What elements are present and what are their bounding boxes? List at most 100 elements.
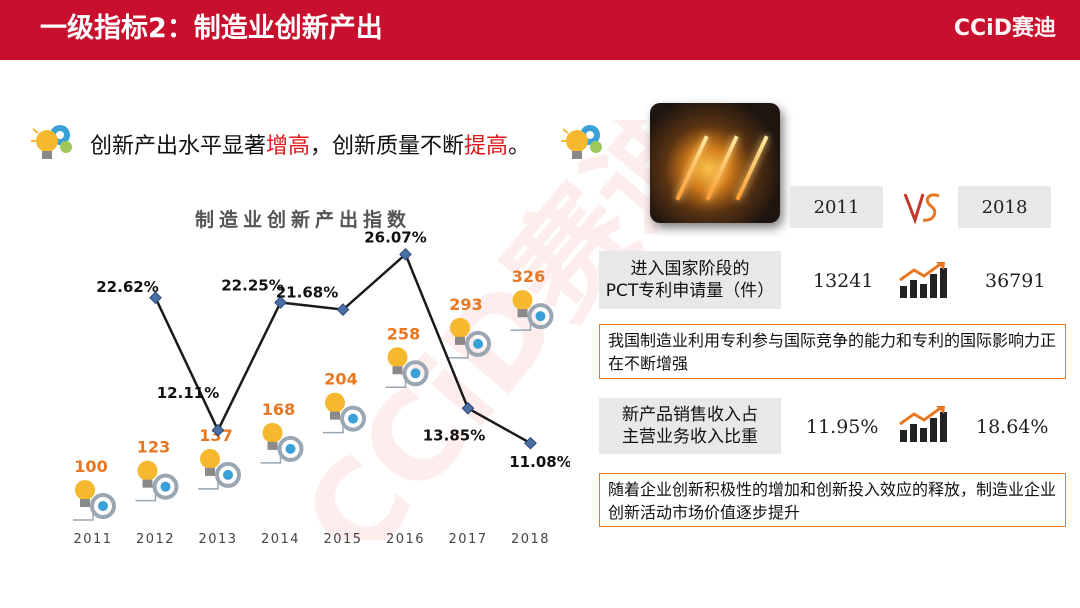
x-tick-label: 2014: [261, 532, 300, 547]
year-left-box: 2011: [790, 186, 883, 228]
factory-photo: [650, 103, 780, 223]
growth-rate-point: [461, 401, 475, 415]
gear-ring: [527, 303, 554, 330]
index-value-label: 204: [324, 370, 357, 389]
growth-rate-point: [399, 247, 412, 261]
chart-title: 制造业创新产出指数: [195, 209, 412, 231]
headline: 创新产出水平显著增高，创新质量不断提高。: [90, 132, 530, 162]
bulb-wire: [73, 510, 94, 521]
pct-value-2011: 13241: [813, 270, 874, 292]
index-value-label: 137: [199, 426, 232, 445]
x-tick-label: 2017: [448, 532, 487, 547]
bulb-glass: [137, 460, 158, 481]
line-chart: 2011 2012 2013 2014 2015 2016 2017 2018 100 123 13…: [73, 228, 570, 547]
vs-icon: [903, 193, 940, 225]
newproduct-label-line1: 新产品销售收入占: [622, 405, 758, 425]
index-bulb-icon: [448, 317, 491, 359]
index-bulb-icon: [73, 480, 116, 521]
growth-rate-label: 22.62%: [96, 278, 158, 296]
growth-rate-label: 13.85%: [423, 426, 485, 444]
growth-rate-label: 12.11%: [157, 384, 219, 402]
bulb-base: [330, 411, 340, 420]
bulb-glass: [450, 317, 470, 338]
trend-up-icon: [899, 261, 947, 298]
index-value-label: 100: [74, 457, 107, 476]
bulb-glass: [200, 448, 220, 469]
gear-hub: [473, 338, 483, 349]
bulb-base: [267, 441, 278, 450]
bulb-glass: [512, 290, 533, 311]
trend-up-icon: [899, 405, 947, 442]
headline-text-2: ，创新质量不断: [310, 134, 465, 159]
pct-label-box: 进入国家阶段的 PCT专利申请量（件）: [599, 251, 781, 309]
bulb-glass: [262, 422, 283, 443]
year-right-box: 2018: [958, 186, 1051, 228]
bulb-wire: [135, 490, 157, 502]
spark-beam: [675, 135, 709, 201]
bulb-glass: [387, 347, 408, 368]
gear-hub: [535, 311, 546, 322]
note-market-value: 随着企业创新积极性的增加和创新投入效应的释放，制造业企业创新活动市场价值逐步提升: [599, 473, 1066, 527]
bulb-wire: [385, 377, 407, 389]
note-patent: 我国制造业利用专利参与国际竞争的能力和专利的国际影响力正在不断增强: [599, 324, 1066, 379]
bulb-base: [455, 336, 465, 345]
newproduct-label-line2: 主营业务收入比重: [622, 427, 758, 447]
gear-ring: [340, 405, 366, 432]
headline-highlight-2: 提高: [464, 134, 509, 159]
header-bar: 一级指标2：制造业创新产出 CCiD赛迪: [0, 0, 1080, 60]
x-tick-label: 2016: [386, 532, 425, 547]
gear-ring: [215, 461, 241, 488]
headline-text-3: 。: [508, 134, 531, 159]
index-value-label: 258: [387, 324, 420, 343]
bulb-base: [205, 467, 215, 476]
gear-ring: [152, 473, 179, 500]
growth-rate-label: 22.25%: [221, 276, 283, 294]
x-tick-label: 2018: [511, 532, 550, 547]
spark-beam: [735, 135, 769, 201]
x-tick-label: 2013: [198, 532, 237, 547]
newproduct-value-2011: 11.95%: [806, 416, 879, 438]
index-bulb-icon: [510, 290, 554, 331]
gear-ring: [402, 360, 429, 387]
index-value-label: 123: [137, 438, 170, 457]
x-tick-label: 2011: [73, 532, 112, 547]
bulb-wire: [198, 478, 219, 490]
ccid-logo: CCiD赛迪: [953, 16, 1056, 41]
gear-hub: [223, 469, 233, 480]
growth-rate-point: [274, 296, 287, 309]
index-bulb-icon: [385, 347, 429, 389]
index-bulb-icon: [323, 392, 366, 434]
growth-rate-label: 26.07%: [364, 228, 426, 246]
bulb-base: [392, 366, 403, 375]
gear-ring: [90, 493, 116, 519]
lightbulb-gear-icon: [561, 125, 602, 159]
bulb-glass: [325, 392, 345, 413]
newproduct-value-2018: 18.64%: [976, 416, 1049, 438]
gear-hub: [348, 413, 358, 424]
lightbulb-gear-icon: [31, 125, 72, 159]
x-tick-label: 2015: [323, 532, 362, 547]
gear-ring: [277, 435, 304, 462]
gear-hub: [285, 443, 296, 454]
spark-beam: [705, 135, 739, 201]
growth-rate-point: [149, 291, 162, 305]
gear-ring: [465, 330, 491, 357]
bulb-wire: [260, 452, 282, 464]
headline-highlight-1: 增高: [266, 134, 311, 159]
bulb-wire: [510, 320, 532, 331]
index-value-label: 293: [449, 295, 482, 314]
x-tick-label: 2012: [136, 532, 175, 547]
newproduct-label-box: 新产品销售收入占 主营业务收入比重: [599, 398, 781, 454]
gear-hub: [98, 501, 108, 511]
index-value-label: 168: [262, 400, 295, 419]
bulb-base: [517, 309, 528, 318]
growth-rate-point: [524, 436, 537, 450]
index-bulb-icon: [260, 422, 304, 464]
growth-rate-point: [211, 423, 225, 437]
bulb-glass: [75, 480, 95, 500]
gear-hub: [160, 481, 171, 492]
headline-text-1: 创新产出水平显著: [90, 134, 267, 159]
pct-value-2018: 36791: [985, 270, 1046, 292]
pct-label-line1: 进入国家阶段的: [630, 259, 750, 279]
bulb-base: [142, 479, 153, 488]
